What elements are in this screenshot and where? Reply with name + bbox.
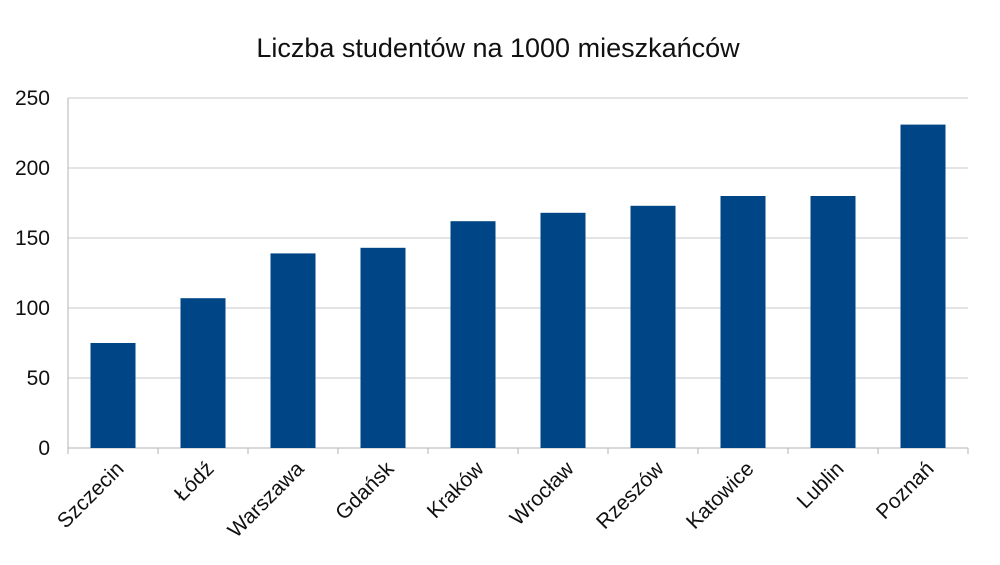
chart-title: Liczba studentów na 1000 mieszkańców — [256, 33, 740, 63]
x-category-label: Kraków — [423, 457, 489, 523]
y-tick-label: 100 — [15, 297, 50, 320]
bar-1 — [90, 343, 136, 448]
bar-4 — [360, 247, 406, 448]
bar-7 — [630, 205, 676, 448]
y-axis-ticks: 0 50 100 150 200 250 — [15, 87, 50, 460]
x-category-label: Katowice — [682, 457, 759, 534]
x-category-label: Wrocław — [506, 457, 580, 531]
y-tick-label: 0 — [38, 437, 50, 460]
x-category-label: Poznań — [872, 457, 939, 524]
x-category-label: Łódź — [170, 457, 218, 505]
bar-5 — [450, 221, 496, 448]
x-category-label: Szczecin — [53, 457, 129, 533]
y-tick-label: 50 — [27, 367, 50, 390]
x-category-label: Warszawa — [224, 457, 309, 542]
bar-8 — [720, 196, 766, 448]
bars — [90, 124, 946, 448]
y-tick-label: 250 — [15, 87, 50, 110]
x-category-label: Lublin — [793, 457, 849, 513]
x-axis-labels: Szczecin Łódź Warszawa Gdańsk Kraków Wrocław R… — [53, 457, 939, 543]
bar-10 — [900, 124, 946, 448]
bar-2 — [180, 298, 226, 448]
bar-9 — [810, 196, 856, 448]
bar-6 — [540, 212, 586, 448]
y-tick-label: 150 — [15, 227, 50, 250]
y-tick-label: 200 — [15, 157, 50, 180]
x-category-label: Rzeszów — [592, 457, 669, 534]
bar-3 — [270, 253, 316, 448]
x-category-label: Gdańsk — [331, 457, 399, 525]
